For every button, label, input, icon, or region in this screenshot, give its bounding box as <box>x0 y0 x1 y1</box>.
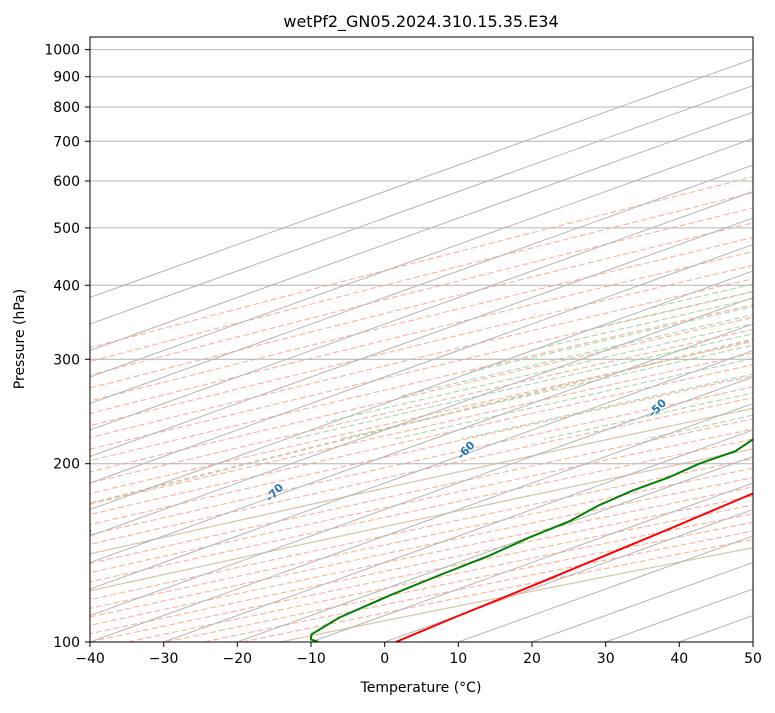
y-tick-label: 400 <box>53 278 80 294</box>
x-axis-label: Temperature (°C) <box>360 680 482 696</box>
x-tick-label: 20 <box>523 651 541 667</box>
y-tick-label: 600 <box>53 174 80 190</box>
x-tick-label: 30 <box>597 651 615 667</box>
y-axis-label: Pressure (hPa) <box>12 289 28 389</box>
chart-title: wetPf2_GN05.2024.310.15.35.E34 <box>283 12 558 32</box>
y-tick-label: 200 <box>53 457 80 473</box>
y-tick-label: 700 <box>53 134 80 150</box>
x-tick-label: 0 <box>380 651 389 667</box>
y-tick-label: 500 <box>53 221 80 237</box>
y-tick-label: 100 <box>53 635 80 651</box>
y-tick-label: 900 <box>53 70 80 86</box>
x-tick-label: −20 <box>223 651 253 667</box>
y-tick-label: 800 <box>53 100 80 116</box>
x-tick-label: 40 <box>670 651 688 667</box>
x-tick-label: −10 <box>296 651 326 667</box>
x-tick-label: −40 <box>75 651 105 667</box>
y-tick-label: 1000 <box>44 43 80 59</box>
x-tick-label: 50 <box>744 651 762 667</box>
y-tick-label: 300 <box>53 352 80 368</box>
x-tick-label: −30 <box>149 651 179 667</box>
x-tick-label: 10 <box>449 651 467 667</box>
